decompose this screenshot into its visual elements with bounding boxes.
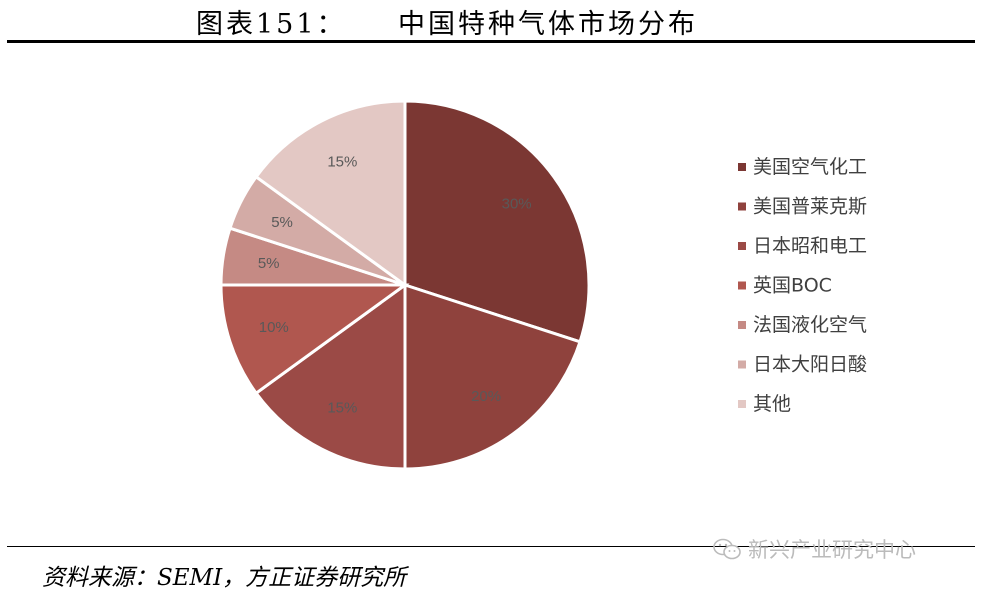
legend-swatch (738, 281, 746, 290)
legend-label: 法国液化空气 (753, 314, 867, 336)
chart-title-bar: 图表151： 中国特种气体市场分布 (0, 0, 984, 40)
legend-swatch (738, 321, 746, 329)
slice-percent-label: 20% (471, 388, 501, 405)
top-rule (7, 40, 975, 43)
legend-label: 其他 (753, 393, 791, 415)
legend-swatch (738, 202, 746, 211)
legend-swatch (738, 163, 746, 171)
legend-swatch (738, 242, 746, 250)
pie-slice (403, 99, 591, 344)
slice-percent-label: 5% (258, 255, 280, 272)
watermark: 新兴产业研究中心 (712, 534, 916, 564)
watermark-text: 新兴产业研究中心 (748, 538, 916, 562)
legend-swatch (738, 360, 746, 369)
pie-slices (219, 99, 591, 471)
slice-percent-label: 15% (327, 154, 357, 171)
slice-percent-label: 15% (327, 399, 357, 416)
legend-swatch (738, 400, 746, 408)
slice-percent-label: 5% (271, 214, 293, 231)
pie-slice (219, 283, 410, 396)
slice-percent-label: 30% (502, 195, 532, 212)
legend-label: 美国空气化工 (753, 156, 867, 178)
chart-title: 中国特种气体市场分布 (398, 9, 698, 40)
bottom-rule (7, 546, 975, 547)
pie-slice (254, 282, 407, 471)
source-note: 资料来源：SEMI，方正证券研究所 (42, 565, 407, 591)
legend-label: 美国普莱克斯 (753, 196, 867, 218)
figure-number: 图表151： (196, 9, 347, 40)
wechat-icon (713, 538, 741, 560)
legend-label: 日本大阳日酸 (753, 354, 867, 376)
legend-label: 英国BOC (753, 275, 832, 297)
pie-slice (254, 99, 407, 288)
legend-label: 日本昭和电工 (753, 235, 867, 257)
slice-percent-label: 10% (259, 319, 289, 336)
pie-labels: 30% 20% 15% 10% 5% 5% 15% (258, 154, 532, 417)
pie-slice (403, 282, 582, 471)
